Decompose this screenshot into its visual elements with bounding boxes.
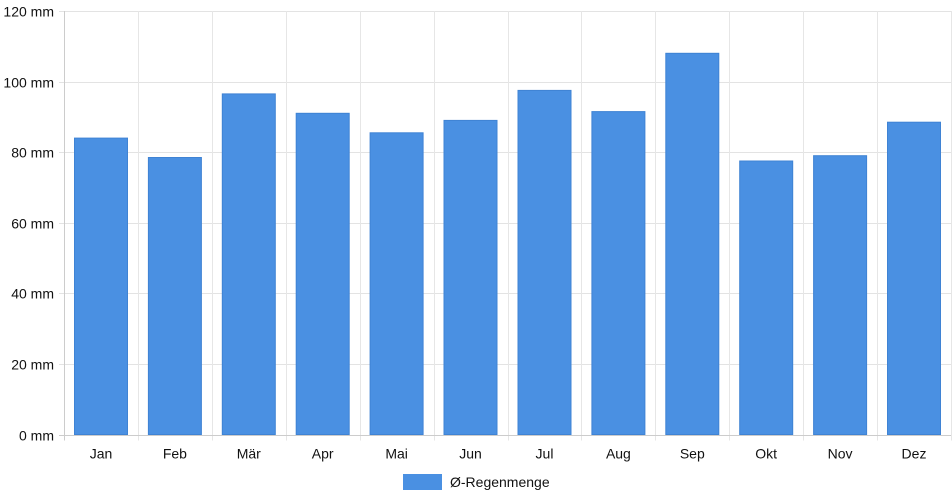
x-tick-label: Dez (902, 446, 927, 462)
y-tick-label: 120 mm (3, 4, 54, 20)
x-tick-label: Okt (755, 446, 777, 462)
y-axis-tick-labels: 0 mm 20 mm 40 mm 60 mm 80 mm 100 mm 120 mm (3, 4, 54, 444)
x-axis-tick-labels: Jan Feb Mär Apr Mai Jun Jul Aug Sep Okt Nov Dez (90, 446, 927, 462)
x-tick-label: Aug (606, 446, 631, 462)
x-tick-label: Jun (459, 446, 482, 462)
y-tick-label: 0 mm (19, 428, 54, 444)
grid-lines (59, 11, 952, 441)
y-tick-label: 60 mm (11, 216, 54, 232)
bar-okt[interactable] (739, 160, 794, 435)
y-tick-label: 80 mm (11, 145, 54, 161)
bar-sep[interactable] (665, 52, 720, 436)
bar-aug[interactable] (591, 111, 646, 435)
bar-feb[interactable] (147, 157, 202, 435)
y-tick-label: 100 mm (3, 75, 54, 91)
y-tick-label: 40 mm (11, 286, 54, 302)
bar-jan[interactable] (74, 137, 128, 435)
y-tick-label: 20 mm (11, 357, 54, 373)
bars (74, 52, 941, 436)
legend-swatch-regenmenge[interactable] (403, 474, 442, 490)
x-tick-label: Mai (385, 446, 408, 462)
bar-apr[interactable] (295, 112, 350, 436)
bar-mai[interactable] (369, 132, 424, 436)
legend-label-regenmenge[interactable]: Ø-Regenmenge (450, 474, 550, 490)
x-tick-label: Jan (90, 446, 113, 462)
x-tick-label: Apr (312, 446, 334, 462)
bar-jun[interactable] (443, 119, 498, 436)
bar-mär[interactable] (221, 93, 276, 436)
x-tick-label: Nov (828, 446, 853, 462)
bar-dez[interactable] (887, 121, 941, 435)
legend[interactable]: Ø-Regenmenge (403, 474, 550, 490)
x-tick-label: Mär (237, 446, 261, 462)
x-tick-label: Feb (163, 446, 187, 462)
bar-jul[interactable] (517, 89, 572, 436)
x-tick-label: Sep (680, 446, 705, 462)
x-tick-label: Jul (536, 446, 554, 462)
bar-nov[interactable] (813, 155, 868, 435)
